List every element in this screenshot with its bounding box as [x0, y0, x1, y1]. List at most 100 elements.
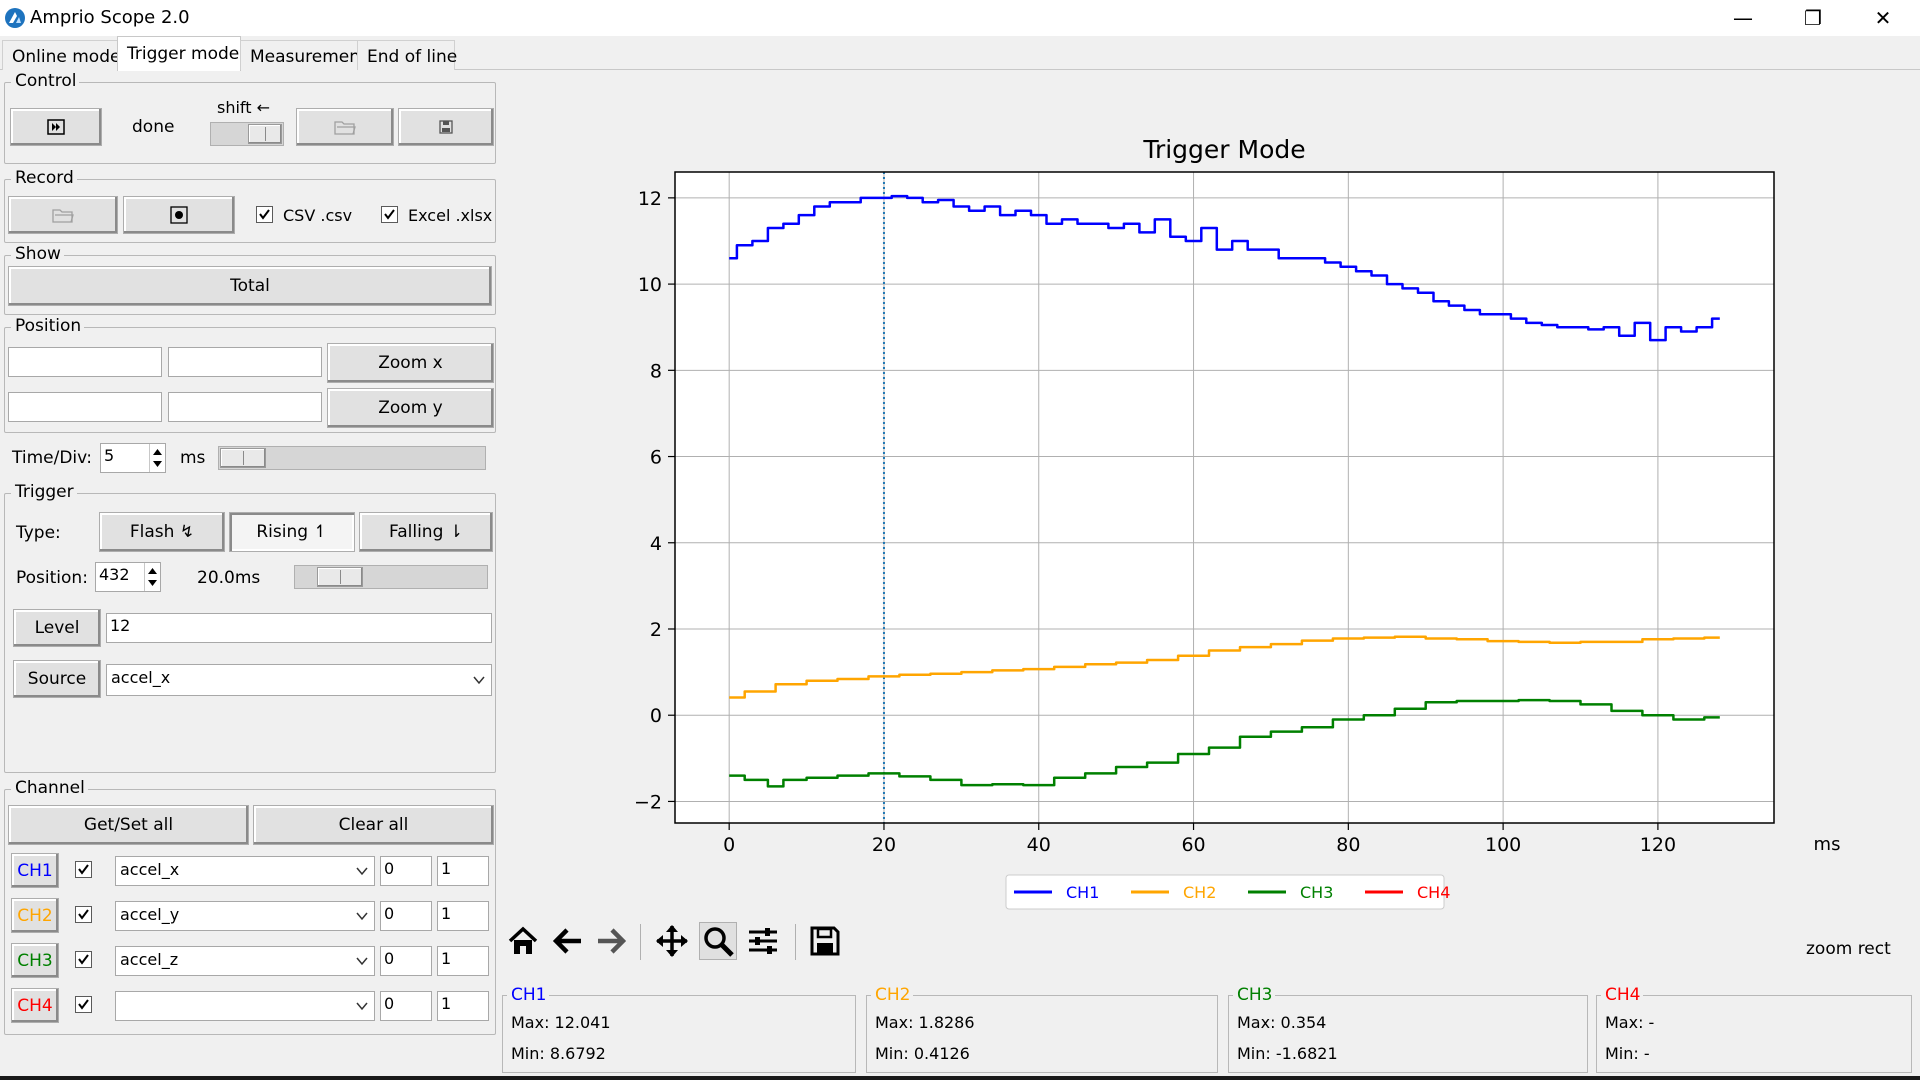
back-arrow-icon[interactable] — [549, 922, 587, 960]
csv-label: CSV .csv — [283, 206, 353, 225]
excel-label: Excel .xlsx — [408, 206, 493, 225]
tab-online-mode[interactable]: Online mode — [2, 40, 120, 70]
restore-button[interactable]: ❐ — [1778, 0, 1848, 36]
y-max-input[interactable] — [168, 392, 322, 422]
time-div-slider-thumb[interactable] — [220, 448, 266, 468]
channel-3-button[interactable]: CH3 — [11, 943, 59, 978]
stats-channel-label: CH2 — [871, 985, 914, 1005]
channel-2-scale-input[interactable]: 1 — [437, 901, 489, 931]
channel-1-offset-input[interactable]: 0 — [380, 856, 432, 886]
step-forward-button[interactable] — [10, 108, 102, 146]
x-max-input[interactable] — [168, 347, 322, 377]
x-tick-label: 120 — [1640, 834, 1676, 856]
trigger-position-slider[interactable] — [294, 565, 488, 589]
plot-frame-background — [675, 172, 1774, 823]
y-tick-label: 12 — [638, 188, 662, 210]
record-group: Record CSV .csv Excel .xlsx — [4, 168, 496, 243]
record-open-button[interactable] — [8, 196, 118, 234]
channel-3-signal-select[interactable]: accel_z — [115, 946, 375, 976]
stats-ch2: CH2 Max: 1.8286 Min: 0.4126 — [866, 985, 1218, 1073]
channel-2-button[interactable]: CH2 — [11, 898, 59, 933]
csv-checkbox[interactable] — [256, 206, 273, 223]
total-button[interactable]: Total — [8, 266, 492, 306]
step-forward-icon — [47, 119, 65, 135]
time-div-spinbox[interactable]: 5 — [100, 443, 166, 473]
save-data-button[interactable] — [398, 108, 494, 146]
source-button[interactable]: Source — [13, 660, 101, 698]
forward-arrow-icon[interactable] — [592, 922, 630, 960]
channel-1-checkbox[interactable] — [75, 861, 92, 878]
bottom-border — [0, 1076, 1920, 1080]
stats-max: Max: 12.041 — [511, 1013, 611, 1032]
x-min-input[interactable] — [8, 347, 162, 377]
stats-min: Min: -1.6821 — [1237, 1044, 1338, 1063]
shift-toggle-thumb[interactable] — [248, 124, 282, 144]
channel-2-signal-select[interactable]: accel_y — [115, 901, 375, 931]
open-file-button[interactable] — [296, 108, 394, 146]
y-tick-label: 8 — [650, 360, 662, 382]
chevron-down-icon — [356, 867, 368, 876]
close-button[interactable]: ✕ — [1848, 0, 1918, 36]
record-group-label: Record — [11, 168, 77, 188]
channel-4-checkbox[interactable] — [75, 996, 92, 1013]
trigger-position-slider-thumb[interactable] — [317, 567, 363, 587]
restore-icon: ❐ — [1804, 6, 1822, 30]
channel-2-checkbox[interactable] — [75, 906, 92, 923]
channel-1-button[interactable]: CH1 — [11, 853, 59, 888]
minimize-button[interactable]: — — [1708, 0, 1778, 36]
checkmark-icon — [384, 209, 395, 220]
channel-3-offset-input[interactable]: 0 — [380, 946, 432, 976]
zoom-y-button[interactable]: Zoom y — [327, 388, 494, 428]
plot-frame — [674, 171, 1775, 824]
channel-4-offset-input[interactable]: 0 — [380, 991, 432, 1021]
channel-1-scale-input[interactable]: 1 — [437, 856, 489, 886]
clear-all-button[interactable]: Clear all — [253, 805, 494, 845]
channel-3-scale-input[interactable]: 1 — [437, 946, 489, 976]
channel-4-scale-input[interactable]: 1 — [437, 991, 489, 1021]
stats-ch3: CH3 Max: 0.354 Min: -1.6821 — [1228, 985, 1588, 1073]
time-div-unit: ms — [180, 448, 206, 468]
tab-end-of-line[interactable]: End of line — [357, 40, 457, 70]
trigger-mode-chart[interactable]: 0 20 40 60 80 100 120 −2 0 2 4 6 8 10 12 Trigger Mode ms… — [500, 70, 1920, 912]
channel-4-signal-select[interactable] — [115, 991, 375, 1021]
level-input[interactable]: 12 — [106, 613, 492, 643]
stats-max: Max: 1.8286 — [875, 1013, 975, 1032]
trigger-position-value: 432 — [99, 565, 130, 584]
zoom-icon[interactable] — [699, 922, 737, 960]
minimize-icon: — — [1733, 6, 1753, 30]
excel-checkbox[interactable] — [381, 206, 398, 223]
y-min-input[interactable] — [8, 392, 162, 422]
shift-toggle[interactable] — [210, 122, 284, 146]
settings-sliders-icon[interactable] — [744, 922, 782, 960]
window-title: Amprio Scope 2.0 — [30, 7, 190, 28]
checkmark-icon — [78, 909, 89, 920]
legend-label-ch1: CH1 — [1066, 883, 1099, 902]
tab-trigger-mode[interactable]: Trigger mode — [117, 36, 241, 71]
rising-trigger-button[interactable]: Rising ↿ — [229, 512, 355, 552]
channel-3-checkbox[interactable] — [75, 951, 92, 968]
y-tick-label: 2 — [650, 619, 662, 641]
stats-min: Min: 8.6792 — [511, 1044, 606, 1063]
y-tick-label: 0 — [650, 705, 662, 727]
home-icon[interactable] — [504, 922, 542, 960]
toolbar-separator — [795, 924, 796, 960]
channel-2-offset-input[interactable]: 0 — [380, 901, 432, 931]
spin-arrows-icon[interactable] — [144, 563, 160, 591]
x-tick-label: 0 — [723, 834, 735, 856]
record-start-button[interactable] — [123, 196, 235, 234]
flash-trigger-button[interactable]: Flash ↯ — [99, 512, 225, 552]
channel-1-signal-select[interactable]: accel_x — [115, 856, 375, 886]
tab-measurement[interactable]: Measurement — [240, 40, 367, 70]
falling-trigger-button[interactable]: Falling ⇂ — [359, 512, 493, 552]
time-div-slider[interactable] — [218, 446, 486, 470]
spin-arrows-icon[interactable] — [149, 444, 165, 472]
source-select[interactable]: accel_x — [106, 664, 492, 696]
channel-4-button[interactable]: CH4 — [11, 988, 59, 1023]
zoom-x-button[interactable]: Zoom x — [327, 343, 494, 383]
pan-icon[interactable] — [653, 922, 691, 960]
trigger-position-spinbox[interactable]: 432 — [95, 562, 161, 592]
get-set-all-button[interactable]: Get/Set all — [8, 805, 249, 845]
level-button[interactable]: Level — [13, 609, 101, 647]
save-icon[interactable] — [806, 922, 844, 960]
show-group: Show Total — [4, 244, 496, 315]
